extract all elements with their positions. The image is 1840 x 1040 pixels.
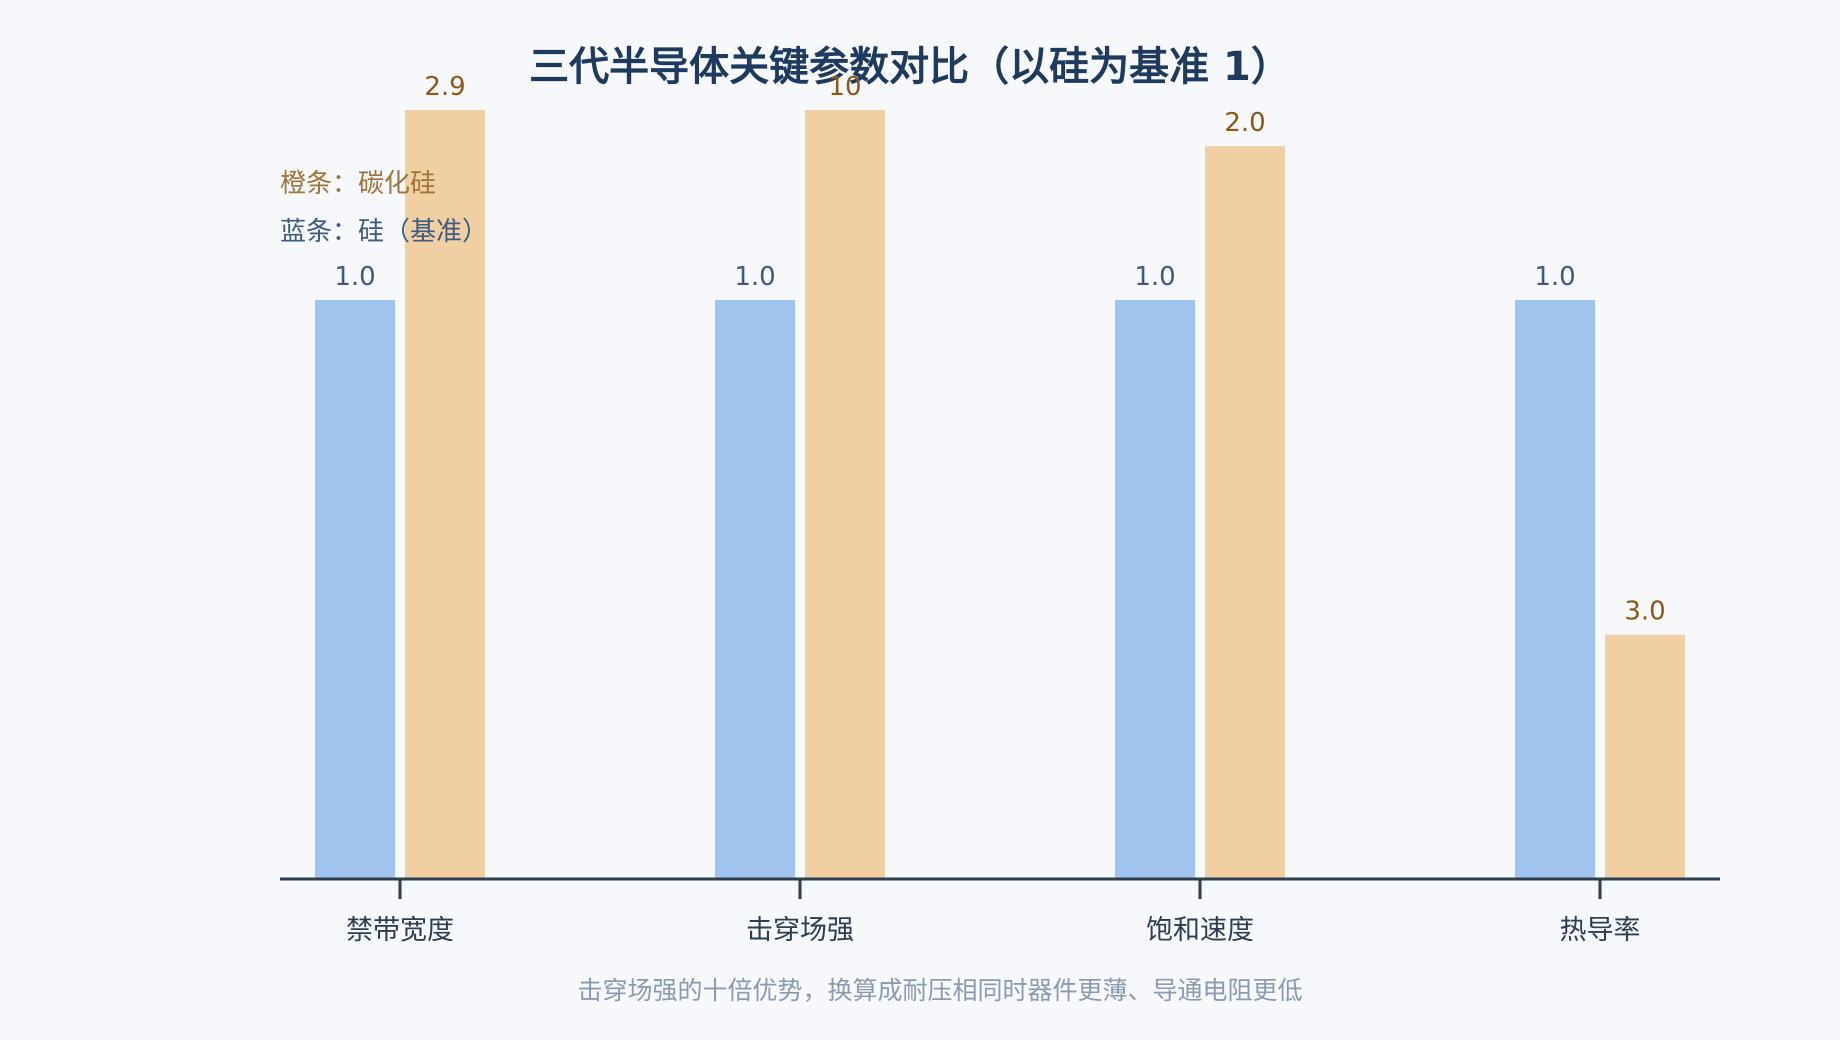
bar-silicon-carbide-3 <box>1205 146 1285 879</box>
bar-silicon-1 <box>315 300 395 879</box>
value-labels-layer: 1.0 2.9 1.0 10 1.0 2.0 1.0 3.0 <box>334 72 1665 627</box>
value-label-silicon-3: 1.0 <box>1134 262 1175 292</box>
chart-footnote: 击穿场强的十倍优势，换算成耐压相同时器件更薄、导通电阻更低 <box>577 976 1302 1005</box>
x-tick-label-1: 禁带宽度 <box>346 915 454 946</box>
bar-silicon-carbide-2 <box>805 110 885 879</box>
legend-entry-silicon: 蓝条：硅（基准） <box>280 217 488 247</box>
bar-silicon-2 <box>715 300 795 879</box>
value-label-silicon-carbide-3: 2.0 <box>1224 108 1265 138</box>
bar-silicon-4 <box>1515 300 1595 879</box>
value-label-silicon-carbide-1: 2.9 <box>424 72 465 102</box>
x-tick-label-3: 饱和速度 <box>1146 915 1254 946</box>
legend-entry-silicon-carbide: 橙条：碳化硅 <box>280 169 436 199</box>
chart-title: 三代半导体关键参数对比（以硅为基准 1） <box>529 44 1291 90</box>
value-label-silicon-carbide-2: 10 <box>828 72 861 102</box>
bars-layer <box>315 110 1685 879</box>
x-axis: 禁带宽度 击穿场强 饱和速度 热导率 <box>280 877 1720 946</box>
x-tick-label-2: 击穿场强 <box>746 915 854 946</box>
bar-silicon-3 <box>1115 300 1195 879</box>
x-tick-label-4: 热导率 <box>1560 915 1641 946</box>
value-label-silicon-4: 1.0 <box>1534 262 1575 292</box>
value-label-silicon-1: 1.0 <box>334 262 375 292</box>
bar-silicon-carbide-4 <box>1605 634 1685 879</box>
value-label-silicon-2: 1.0 <box>734 262 775 292</box>
value-label-silicon-carbide-4: 3.0 <box>1624 597 1665 627</box>
bar-silicon-carbide-1 <box>405 110 485 879</box>
